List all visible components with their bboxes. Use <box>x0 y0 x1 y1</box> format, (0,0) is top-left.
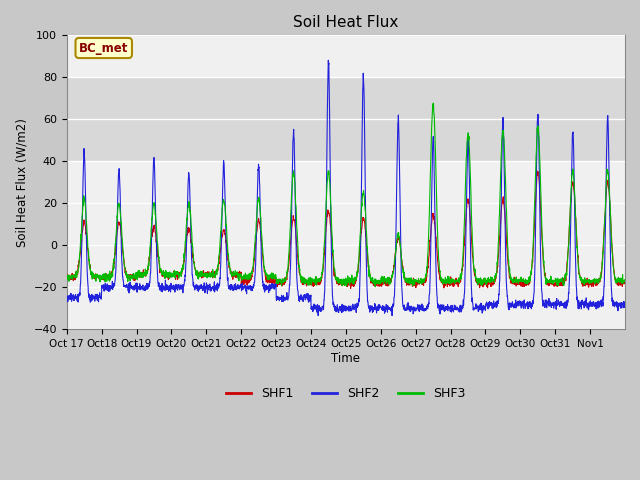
SHF2 <box>515 302 522 308</box>
SHF2 <box>118 274 126 279</box>
SHF3 <box>118 241 126 247</box>
SHF2 <box>239 286 247 291</box>
SHF3 <box>63 276 70 281</box>
SHF2 <box>546 299 554 304</box>
Bar <box>67 77 625 161</box>
SHF1 <box>63 271 70 277</box>
SHF1 <box>515 279 522 285</box>
SHF3 <box>380 281 387 287</box>
SHF1 <box>546 280 554 286</box>
SHF3 <box>429 100 437 106</box>
SHF3 <box>239 276 247 282</box>
SHF2 <box>388 312 396 318</box>
Y-axis label: Soil Heat Flux (W/m2): Soil Heat Flux (W/m2) <box>15 118 28 247</box>
SHF3 <box>621 277 629 283</box>
SHF1 <box>614 280 621 286</box>
SHF2 <box>380 306 387 312</box>
SHF1 <box>534 168 541 174</box>
Line: SHF1: SHF1 <box>67 171 625 288</box>
SHF3 <box>546 276 554 282</box>
Text: BC_met: BC_met <box>79 41 129 55</box>
SHF2 <box>621 301 629 307</box>
SHF3 <box>371 284 379 289</box>
Line: SHF3: SHF3 <box>67 103 625 287</box>
SHF1 <box>621 277 629 283</box>
Line: SHF2: SHF2 <box>67 60 625 315</box>
X-axis label: Time: Time <box>332 352 360 365</box>
SHF2 <box>324 58 332 63</box>
SHF1 <box>380 280 387 286</box>
SHF2 <box>63 297 70 302</box>
SHF1 <box>239 276 247 282</box>
SHF1 <box>347 286 355 291</box>
SHF3 <box>614 279 621 285</box>
SHF1 <box>118 246 126 252</box>
Legend: SHF1, SHF2, SHF3: SHF1, SHF2, SHF3 <box>221 383 470 406</box>
Title: Soil Heat Flux: Soil Heat Flux <box>293 15 399 30</box>
SHF3 <box>515 280 522 286</box>
SHF2 <box>614 301 621 307</box>
